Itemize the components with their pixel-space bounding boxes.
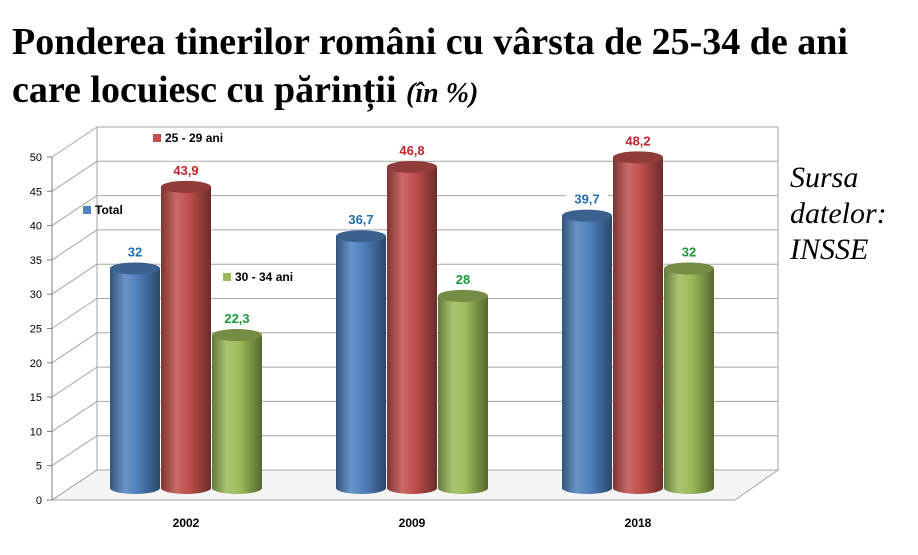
bar-total-2002 (110, 268, 160, 494)
bar-top (562, 209, 612, 222)
y-tick-label: 0 (36, 495, 42, 507)
y-tick-label: 15 (30, 392, 42, 404)
x-tick-label: 2002 (173, 516, 200, 530)
legend-label: 25 - 29 ani (165, 131, 223, 145)
y-tick-label: 20 (30, 358, 42, 370)
data-label: 39,7 (574, 192, 599, 207)
legend-swatch (153, 134, 161, 142)
legend-label: 30 - 34 ani (235, 270, 293, 284)
data-label: 32 (128, 244, 142, 259)
chart-title-unit: (în %) (406, 78, 479, 109)
gridline-side (51, 435, 98, 467)
y-tick-label: 40 (30, 221, 42, 233)
bar-top (387, 160, 437, 173)
y-tick-label: 5 (36, 461, 42, 473)
x-tick-label: 2018 (625, 516, 652, 530)
bar-total-2009 (336, 236, 386, 494)
legend-label: Total (95, 203, 123, 217)
bar-top (161, 180, 211, 193)
data-label-bg (450, 270, 476, 288)
gridline-side (51, 160, 98, 192)
y-tick-label: 10 (30, 426, 42, 438)
gridline-side (51, 332, 98, 364)
gridline-side (51, 263, 98, 295)
data-label-bg (566, 190, 608, 208)
legend-swatch (223, 273, 231, 281)
data-label-bg (676, 243, 702, 261)
data-label-bg (617, 132, 659, 150)
bar-30-34ani-2002 (212, 335, 262, 494)
bar-25-29ani-2009 (387, 166, 437, 494)
y-tick-label: 45 (30, 186, 42, 198)
x-tick-label: 2009 (399, 516, 426, 530)
bar-top (110, 262, 160, 275)
data-label-bg (122, 243, 148, 261)
data-label-bg (391, 141, 433, 159)
y-tick-label: 35 (30, 255, 42, 267)
chart-title-text: Ponderea tinerilor români cu vârsta de 2… (12, 21, 848, 111)
bar-top (438, 289, 488, 302)
data-label: 32 (682, 244, 696, 259)
gridline-side (51, 229, 98, 261)
bar-25-29ani-2002 (161, 186, 211, 494)
bar-top (212, 329, 262, 342)
data-label-bg (165, 161, 207, 179)
legend-swatch (83, 206, 91, 214)
gridline-side (51, 469, 98, 501)
data-label: 28 (456, 272, 470, 287)
data-label: 22,3 (224, 311, 249, 326)
gridline-side (51, 366, 98, 398)
data-label: 43,9 (173, 163, 198, 178)
y-tick-label: 50 (30, 152, 42, 164)
bar-25-29ani-2018 (613, 157, 663, 494)
data-label-bg (340, 211, 382, 229)
data-label-bg (216, 310, 258, 328)
bar-30-34ani-2009 (438, 295, 488, 494)
bar-30-34ani-2018 (664, 268, 714, 494)
y-tick-label: 25 (30, 324, 42, 336)
data-label: 46,8 (399, 143, 424, 158)
gridline-side (51, 126, 98, 158)
data-label: 48,2 (625, 133, 650, 148)
gridline-side (51, 400, 98, 432)
bar-top (336, 230, 386, 243)
bar-top (664, 262, 714, 275)
bar-top (613, 151, 663, 164)
y-tick-label: 30 (30, 289, 42, 301)
data-label: 36,7 (348, 212, 373, 227)
bar-total-2018 (562, 215, 612, 494)
gridline-side (51, 298, 98, 329)
gridline-side (51, 195, 98, 227)
source-note: Sursa datelor: INSSE (790, 161, 887, 266)
chart-title: Ponderea tinerilor români cu vârsta de 2… (12, 18, 882, 118)
